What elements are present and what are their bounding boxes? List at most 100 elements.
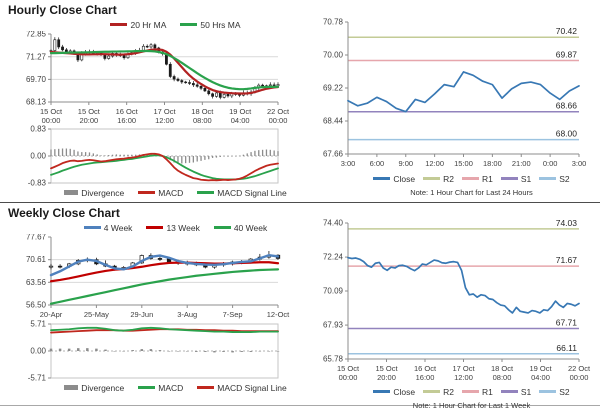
- svg-text:0:00: 0:00: [543, 159, 558, 168]
- svg-text:18 Oct: 18 Oct: [191, 107, 214, 116]
- legend-line-swatch-icon: [197, 386, 215, 389]
- legend-item: R2: [423, 387, 454, 397]
- legend-label: Close: [393, 173, 416, 184]
- svg-text:19 Oct: 19 Oct: [529, 364, 552, 373]
- svg-text:16:00: 16:00: [117, 116, 136, 125]
- svg-text:71.27: 71.27: [26, 52, 47, 61]
- legend-label: MACD Signal Line: [217, 382, 287, 393]
- hourly-ma-legend: 20 Hr MA 50 Hrs MA: [8, 18, 303, 31]
- legend-item: Close: [373, 387, 415, 397]
- legend-label: Close: [393, 386, 416, 397]
- legend-item: MACD Signal Line: [197, 187, 287, 198]
- legend-line-swatch-icon: [146, 226, 164, 229]
- svg-text:20:00: 20:00: [79, 116, 98, 125]
- legend-item: S1: [500, 173, 532, 184]
- svg-text:00:00: 00:00: [269, 116, 288, 125]
- legend-label: 50 Hrs MA: [200, 19, 241, 30]
- svg-text:77.67: 77.67: [26, 234, 47, 242]
- svg-text:68.44: 68.44: [323, 117, 344, 126]
- svg-text:66.11: 66.11: [556, 343, 577, 353]
- svg-text:3-Aug: 3-Aug: [177, 310, 197, 319]
- svg-text:04:00: 04:00: [231, 116, 250, 125]
- weekly-close-panel: Weekly Close Chart 4 Week 13 Week 40 Week …: [0, 203, 303, 405]
- weekly-sr-legend: Close R2 R1 S1 S2: [303, 385, 600, 398]
- svg-text:15 Oct: 15 Oct: [337, 364, 360, 373]
- legend-label: MACD: [158, 187, 184, 198]
- legend-item: Divergence: [64, 383, 124, 393]
- legend-item: 4 Week: [83, 223, 132, 233]
- legend-line-swatch-icon: [500, 390, 518, 393]
- hourly-macd-chart: 0.83 0.00 -0.83: [28, 125, 279, 186]
- legend-line-swatch-icon: [461, 390, 479, 393]
- hourly-section: Hourly Close Chart 20 Hr MA 50 Hrs MA 72.…: [0, 0, 600, 203]
- legend-label: R1: [481, 173, 493, 184]
- svg-text:74.03: 74.03: [556, 218, 578, 228]
- legend-item: 13 Week: [146, 222, 200, 233]
- legend-line-swatch-icon: [461, 177, 479, 180]
- legend-item: S1: [500, 387, 531, 397]
- svg-text:19 Oct: 19 Oct: [229, 107, 252, 116]
- svg-text:67.66: 67.66: [323, 150, 344, 159]
- svg-text:0.83: 0.83: [30, 125, 46, 134]
- svg-text:22 Oct: 22 Oct: [568, 364, 591, 373]
- legend-label: R1: [481, 386, 493, 397]
- svg-text:16 Oct: 16 Oct: [116, 107, 139, 116]
- hourly-sr-note: Note: 1 Hour Chart for Last 24 Hours: [410, 188, 533, 197]
- svg-text:17 Oct: 17 Oct: [153, 107, 176, 116]
- legend-item: R2: [423, 174, 454, 184]
- svg-text:15 Oct: 15 Oct: [40, 107, 63, 116]
- svg-text:18 Oct: 18 Oct: [491, 364, 514, 373]
- weekly-sr-note: Note: 1 Hour Chart for Last 1 Week: [412, 401, 531, 410]
- legend-line-swatch-icon: [373, 390, 391, 393]
- legend-label: Divergence: [81, 382, 125, 393]
- legend-item: R1: [461, 173, 493, 184]
- svg-text:-5.71: -5.71: [28, 374, 47, 382]
- svg-text:70.09: 70.09: [323, 287, 344, 296]
- legend-bar-swatch-icon: [64, 190, 79, 195]
- hourly-close-panel: Hourly Close Chart 20 Hr MA 50 Hrs MA 72.…: [0, 0, 303, 202]
- svg-text:00:00: 00:00: [42, 116, 61, 125]
- legend-line-swatch-icon: [423, 177, 441, 180]
- svg-text:69.87: 69.87: [556, 50, 578, 60]
- svg-text:3:00: 3:00: [341, 159, 356, 168]
- svg-text:70.61: 70.61: [26, 255, 47, 264]
- hourly-macd-legend: Divergence MACD MACD Signal Line: [8, 186, 303, 199]
- legend-label: 13 Week: [166, 222, 200, 233]
- svg-text:68.00: 68.00: [556, 129, 578, 139]
- svg-text:16 Oct: 16 Oct: [414, 364, 437, 373]
- legend-label: R2: [443, 386, 454, 397]
- svg-text:15:00: 15:00: [454, 159, 473, 168]
- hourly-sr-panel: 70.78 70.00 69.22 68.44 67.66 3:00 6:00 9:00 12:…: [303, 0, 600, 202]
- svg-text:74.40: 74.40: [323, 219, 344, 228]
- svg-text:08:00: 08:00: [193, 116, 212, 125]
- svg-text:00:00: 00:00: [570, 373, 589, 382]
- legend-item: R1: [461, 386, 493, 397]
- svg-text:69.22: 69.22: [323, 84, 344, 93]
- legend-line-swatch-icon: [83, 226, 101, 229]
- weekly-macd-legend: Divergence MACD MACD Signal Line: [8, 381, 303, 394]
- legend-line-swatch-icon: [539, 390, 557, 393]
- legend-item: MACD: [138, 188, 183, 198]
- svg-text:20:00: 20:00: [377, 373, 396, 382]
- svg-text:12-Oct: 12-Oct: [267, 310, 290, 319]
- svg-text:7-Sep: 7-Sep: [223, 310, 243, 319]
- svg-text:3:00: 3:00: [572, 159, 587, 168]
- svg-text:16:00: 16:00: [416, 373, 435, 382]
- legend-item: 20 Hr MA: [110, 20, 166, 30]
- weekly-ma-legend: 4 Week 13 Week 40 Week: [8, 221, 303, 234]
- legend-label: Divergence: [81, 187, 125, 198]
- legend-label: MACD Signal Line: [217, 187, 287, 198]
- legend-label: R2: [443, 173, 454, 184]
- legend-line-swatch-icon: [180, 23, 198, 26]
- weekly-chart-title: Weekly Close Chart: [8, 206, 120, 220]
- svg-text:63.56: 63.56: [26, 278, 47, 287]
- svg-text:0.00: 0.00: [30, 347, 46, 356]
- svg-text:70.00: 70.00: [323, 51, 344, 60]
- svg-text:56.50: 56.50: [26, 301, 47, 310]
- svg-text:15 Oct: 15 Oct: [375, 364, 398, 373]
- legend-label: S1: [520, 173, 532, 184]
- legend-line-swatch-icon: [138, 191, 156, 194]
- svg-text:12:00: 12:00: [454, 373, 473, 382]
- legend-label: S2: [559, 386, 570, 397]
